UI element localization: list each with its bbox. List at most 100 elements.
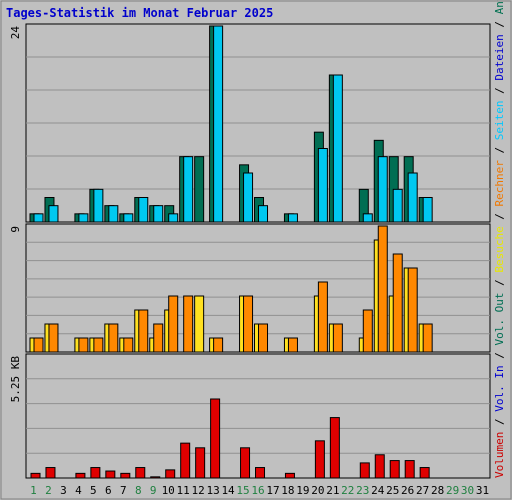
bar-visits-s1-day-1 (33, 337, 44, 353)
panel-volume (25, 353, 491, 479)
day-label-29: 29 (446, 484, 459, 497)
bar-requests-s1-day-4 (78, 213, 89, 223)
bar-volume-s0-day-24 (374, 454, 385, 479)
bar-requests-s1-day-15 (243, 172, 254, 223)
day-label-20: 20 (311, 484, 324, 497)
bar-volume-s0-day-4 (75, 472, 86, 479)
day-label-13: 13 (206, 484, 219, 497)
day-label-1: 1 (30, 484, 37, 497)
bar-requests-s1-day-1 (33, 213, 44, 223)
bar-visits-s1-day-6 (108, 323, 119, 353)
bar-visits-s1-day-24 (377, 225, 388, 353)
day-label-10: 10 (162, 484, 175, 497)
bar-visits-s1-day-21 (332, 323, 343, 353)
bar-requests-s1-day-16 (258, 205, 269, 223)
legend-separator: / (493, 14, 506, 34)
day-label-14: 14 (221, 484, 235, 497)
bar-requests-s1-day-27 (422, 197, 433, 223)
day-label-19: 19 (296, 484, 309, 497)
legend-separator: / (493, 140, 506, 160)
bar-volume-s0-day-8 (135, 467, 146, 479)
bar-visits-s1-day-18 (287, 337, 298, 353)
bar-volume-s0-day-13 (210, 398, 221, 479)
bar-requests-s1-day-20 (317, 148, 328, 223)
bar-volume-s0-day-5 (90, 467, 101, 479)
bar-volume-s0-day-26 (404, 460, 415, 479)
bar-requests-s1-day-11 (183, 156, 194, 223)
bar-volume-s0-day-15 (240, 447, 251, 479)
bar-visits-s1-day-26 (407, 267, 418, 353)
day-label-7: 7 (120, 484, 127, 497)
bar-requests-s1-day-21 (332, 74, 343, 223)
day-label-5: 5 (90, 484, 97, 497)
bar-requests-s1-day-18 (287, 213, 298, 223)
bar-volume-s0-day-27 (419, 467, 430, 479)
day-label-26: 26 (401, 484, 414, 497)
day-label-22: 22 (341, 484, 354, 497)
legend-entry: Anfragen (493, 0, 506, 14)
day-label-28: 28 (431, 484, 444, 497)
bar-requests-s1-day-23 (362, 213, 373, 223)
bar-requests-s1-day-24 (377, 156, 388, 223)
bar-volume-s0-day-21 (329, 417, 340, 479)
legend-entry: Dateien (493, 34, 506, 80)
bar-visits-s0-day-12 (194, 295, 205, 353)
y-tick-label: 5.25 KB (9, 356, 22, 403)
day-label-23: 23 (356, 484, 369, 497)
legend-entry: Vol. Out (493, 293, 506, 346)
y-tick-label: 24 (9, 26, 22, 40)
bar-requests-s1-day-9 (153, 205, 164, 223)
bar-requests-s0-day-12 (194, 156, 205, 223)
bar-visits-s1-day-13 (213, 337, 224, 353)
bar-volume-s0-day-7 (120, 472, 131, 479)
chart-title: Tages-Statistik im Monat Februar 2025 (6, 6, 274, 20)
bar-visits-s1-day-8 (138, 309, 149, 353)
day-label-9: 9 (150, 484, 157, 497)
day-label-27: 27 (416, 484, 429, 497)
day-label-31: 31 (476, 484, 489, 497)
y-tick-label: 9 (9, 226, 22, 233)
bar-visits-s1-day-27 (422, 323, 433, 353)
bar-volume-s0-day-1 (30, 472, 41, 479)
bar-volume-s0-day-12 (195, 447, 206, 479)
bar-volume-s0-day-10 (165, 469, 176, 479)
day-label-16: 16 (251, 484, 264, 497)
legend-separator: / (493, 81, 506, 101)
day-label-6: 6 (105, 484, 112, 497)
bar-visits-s1-day-7 (123, 337, 134, 353)
bar-requests-s1-day-6 (108, 205, 119, 223)
day-label-3: 3 (60, 484, 67, 497)
bar-requests-s1-day-10 (168, 213, 179, 223)
day-label-18: 18 (281, 484, 294, 497)
bar-requests-s1-day-8 (138, 197, 149, 223)
bar-visits-s1-day-9 (153, 323, 164, 353)
bar-visits-s1-day-10 (168, 295, 179, 353)
day-label-12: 12 (192, 484, 205, 497)
bar-volume-s0-day-23 (359, 462, 370, 479)
legend-entry: Seiten (493, 100, 506, 140)
legend-separator: / (493, 412, 506, 432)
bar-volume-s0-day-16 (255, 467, 266, 479)
bar-volume-s0-day-18 (284, 472, 295, 479)
day-label-24: 24 (371, 484, 385, 497)
bar-visits-s1-day-2 (48, 323, 59, 353)
legend-entry: Vol. In (493, 365, 506, 411)
day-label-25: 25 (386, 484, 399, 497)
bar-requests-s1-day-26 (407, 172, 418, 223)
bar-requests-s1-day-13 (213, 25, 224, 223)
bar-volume-s0-day-11 (180, 442, 191, 479)
day-label-8: 8 (135, 484, 142, 497)
day-label-30: 30 (461, 484, 474, 497)
day-label-4: 4 (75, 484, 82, 497)
legend-entry: Volumen (493, 432, 506, 478)
bar-visits-s1-day-23 (362, 309, 373, 353)
bar-volume-s0-day-2 (45, 467, 56, 479)
bar-visits-s1-day-25 (392, 253, 403, 353)
bar-requests-s1-day-2 (48, 205, 59, 223)
legend-separator: / (493, 206, 506, 226)
day-label-15: 15 (236, 484, 249, 497)
day-label-2: 2 (45, 484, 52, 497)
